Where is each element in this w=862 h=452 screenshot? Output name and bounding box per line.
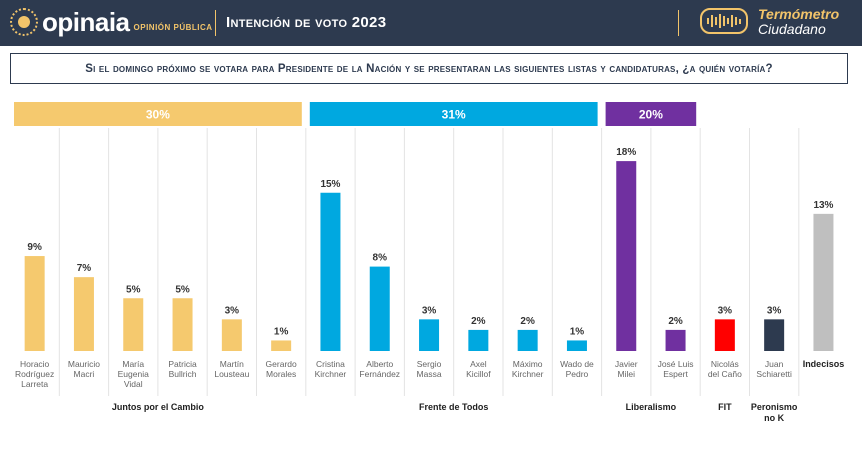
survey-question: Si el domingo próximo se votara para Pre…	[10, 53, 848, 84]
group-name-label: Liberalismo	[626, 402, 677, 412]
brand-line-2: Ciudadano	[758, 21, 826, 37]
group-name-label: FIT	[718, 402, 732, 412]
bar-value-label: 18%	[616, 147, 636, 158]
bar-value-label: 7%	[77, 263, 92, 274]
bar	[517, 329, 538, 351]
group-name-label: Frente de Todos	[419, 402, 488, 412]
group-total-banner	[14, 102, 302, 126]
bar	[813, 213, 834, 351]
group-total-label: 30%	[146, 108, 170, 122]
bar-value-label: 5%	[126, 284, 141, 295]
category-label: Larreta	[21, 379, 48, 389]
category-label: Pedro	[566, 369, 589, 379]
opinaia-logo: opinaia OPINIÓN PÚBLICA	[10, 8, 213, 36]
category-label: Massa	[417, 369, 442, 379]
group-total-label: 31%	[442, 108, 466, 122]
bar-value-label: 5%	[175, 284, 190, 295]
bar-value-label: 3%	[767, 305, 782, 316]
bar-value-label: 3%	[225, 305, 240, 316]
bar	[468, 329, 489, 351]
bar-value-label: 3%	[718, 305, 733, 316]
category-label: Alberto	[366, 359, 393, 369]
bar	[221, 319, 242, 351]
bar	[665, 329, 686, 351]
category-label: Sergio	[417, 359, 442, 369]
category-label: Kicillof	[466, 369, 491, 379]
bar	[764, 319, 785, 351]
bar	[369, 266, 390, 351]
category-label: Eugenia	[118, 369, 149, 379]
logo-subtitle: OPINIÓN PÚBLICA	[133, 22, 213, 32]
bar-value-label: 1%	[570, 326, 585, 337]
category-label: Lousteau	[214, 369, 249, 379]
group-total-banner	[309, 102, 598, 126]
header-divider-right	[678, 10, 679, 36]
bar-value-label: 3%	[422, 305, 437, 316]
bar-value-label: 9%	[27, 242, 42, 253]
group-total-label: 20%	[639, 108, 663, 122]
category-label: Indecisos	[803, 359, 845, 369]
bar-value-label: 2%	[471, 316, 486, 327]
audio-wave-icon	[700, 8, 748, 34]
bar	[271, 340, 292, 351]
category-label: Rodríguez	[15, 369, 54, 379]
category-label: Martín	[220, 359, 244, 369]
category-label: Kirchner	[315, 369, 347, 379]
bar-value-label: 1%	[274, 326, 289, 337]
bar-value-label: 2%	[668, 316, 683, 327]
category-label: Patricia	[168, 359, 197, 369]
category-label: José Luis	[658, 359, 694, 369]
bar-value-label: 15%	[320, 179, 340, 190]
category-label: Wado de	[560, 359, 594, 369]
category-label: Gerardo	[266, 359, 297, 369]
bar	[123, 298, 144, 351]
bar	[616, 161, 637, 351]
category-label: Javier	[615, 359, 638, 369]
category-label: Juan	[765, 359, 784, 369]
category-label: del Caño	[708, 369, 742, 379]
category-label: Bullrich	[169, 369, 197, 379]
termometro-brand: Termómetro Ciudadano	[758, 7, 839, 37]
header-bar: opinaia OPINIÓN PÚBLICA Intención de vot…	[0, 0, 862, 46]
category-label: Nicolás	[711, 359, 739, 369]
category-label: Milei	[618, 369, 636, 379]
category-label: Schiaretti	[756, 369, 792, 379]
category-label: Cristina	[316, 359, 345, 369]
logo-dots-icon	[10, 8, 38, 36]
category-label: Mauricio	[68, 359, 100, 369]
header-divider	[215, 10, 216, 36]
logo-name: opinaia	[42, 7, 130, 37]
bar-value-label: 13%	[813, 200, 833, 211]
group-name-label: no K	[764, 413, 784, 423]
category-label: Horacio	[20, 359, 50, 369]
category-label: Espert	[663, 369, 688, 379]
bar	[320, 192, 341, 351]
category-label: Macri	[74, 369, 95, 379]
bar	[714, 319, 735, 351]
bar	[419, 319, 440, 351]
brand-line-1: Termómetro	[758, 6, 840, 22]
group-total-banner	[605, 102, 697, 126]
bar	[73, 277, 94, 351]
category-label: Fernández	[359, 369, 400, 379]
category-label: Morales	[266, 369, 296, 379]
page-title: Intención de voto 2023	[226, 14, 387, 31]
bar	[172, 298, 193, 351]
bar-value-label: 8%	[373, 253, 388, 264]
category-label: Vidal	[124, 379, 143, 389]
category-label: María	[122, 359, 144, 369]
group-name-label: Peronismo	[751, 402, 798, 412]
category-label: Máximo	[513, 359, 543, 369]
bar	[24, 256, 45, 351]
bar-value-label: 2%	[520, 316, 535, 327]
category-label: Kirchner	[512, 369, 544, 379]
group-name-label: Juntos por el Cambio	[112, 402, 205, 412]
bar	[566, 340, 587, 351]
category-label: Axel	[470, 359, 487, 369]
